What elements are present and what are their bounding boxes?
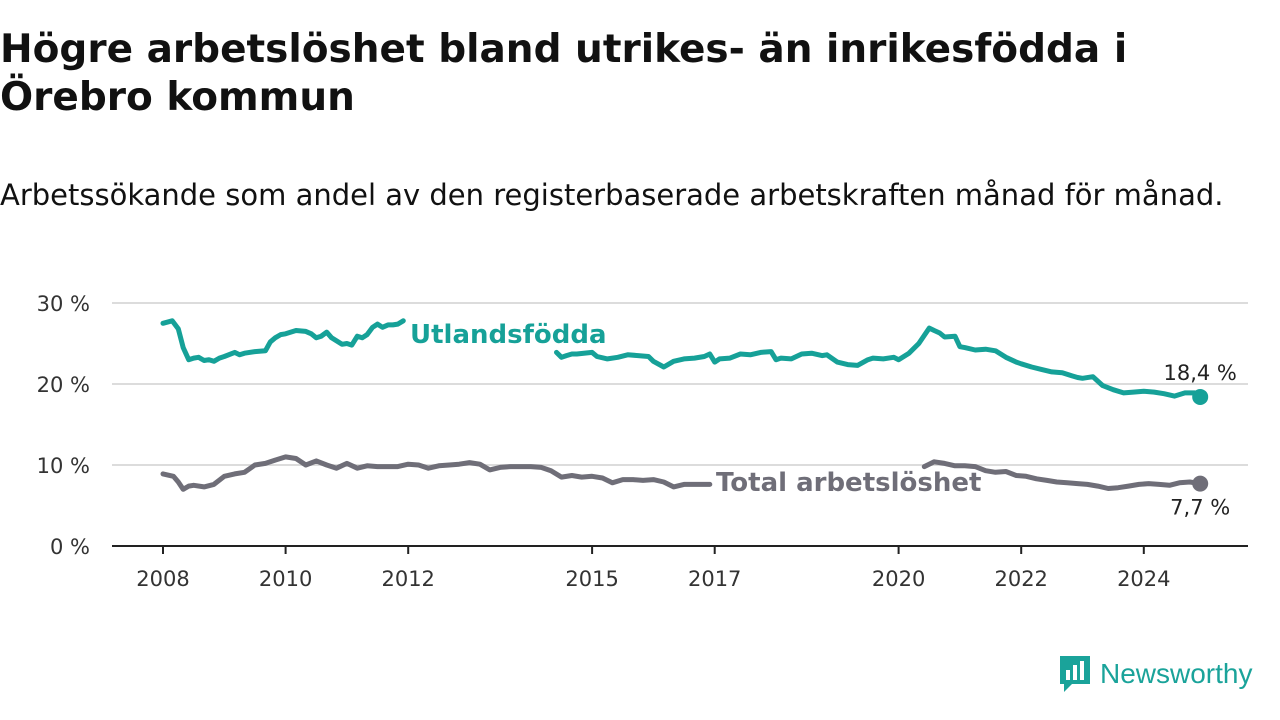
y-tick-label: 30 % xyxy=(37,292,90,316)
brand-name: Newsworthy xyxy=(1100,658,1253,689)
newsworthy-logo-icon xyxy=(1060,656,1090,692)
series-line-total-arbetslöshet xyxy=(921,459,1203,491)
series-line-total-arbetslöshet xyxy=(160,454,713,492)
x-tick-label: 2012 xyxy=(381,567,434,591)
series-labels: Utlandsfödda Total arbetslöshet 18,4 % 7,7 … xyxy=(410,320,1237,520)
y-tick-label: 10 % xyxy=(37,454,90,478)
series-line-utlandsfödda xyxy=(160,318,406,364)
x-tick-label: 2017 xyxy=(688,567,741,591)
end-point-total-arbetslöshet xyxy=(1192,475,1209,492)
x-tick-label: 2010 xyxy=(259,567,312,591)
end-point-utlandsfödda xyxy=(1192,388,1209,405)
end-value-total: 7,7 % xyxy=(1170,496,1230,520)
y-axis-tick-labels: 0 % 10 % 20 % 30 % xyxy=(37,292,90,559)
end-value-utlandsfodda: 18,4 % xyxy=(1164,361,1237,385)
x-axis: 2008 2010 2012 2015 2017 2020 2022 2024 xyxy=(112,545,1248,591)
x-tick-label: 2008 xyxy=(136,567,189,591)
chart-subtitle: Arbetssökande som andel av den registerb… xyxy=(0,178,1224,212)
x-tick-label: 2015 xyxy=(565,567,618,591)
line-chart: 0 % 10 % 20 % 30 % 2008 2010 2012 2015 2017 2020… xyxy=(37,292,1248,591)
newsworthy-logo: Newsworthy xyxy=(1058,652,1252,696)
series-label-utlandsfodda: Utlandsfödda xyxy=(410,320,607,350)
series-label-total: Total arbetslöshet xyxy=(716,468,981,498)
gridlines xyxy=(112,302,1248,466)
x-tick-label: 2020 xyxy=(872,567,925,591)
y-tick-label: 20 % xyxy=(37,373,90,397)
y-tick-label: 0 % xyxy=(50,535,90,559)
series-lines xyxy=(160,318,1209,492)
x-tick-label: 2022 xyxy=(994,567,1047,591)
series-line-utlandsfödda xyxy=(554,325,1203,400)
chart-title: Högre arbetslöshet bland utrikes- än inr… xyxy=(0,27,1128,120)
x-tick-label: 2024 xyxy=(1117,567,1170,591)
